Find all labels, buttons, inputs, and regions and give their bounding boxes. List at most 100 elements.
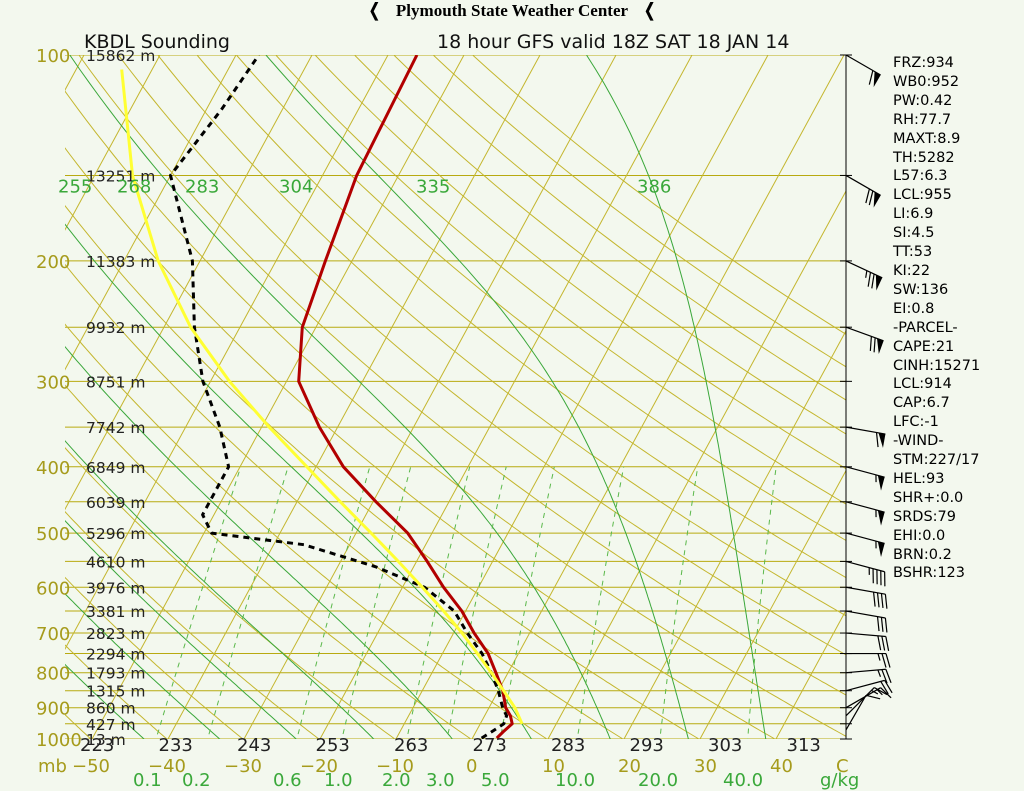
height-label: 4610 m — [86, 553, 145, 571]
moist-adiabat-line — [69, 55, 611, 739]
pressure-tick-label: 300 — [36, 372, 70, 393]
index-line: SW:136 — [893, 281, 949, 298]
chart-frame — [840, 54, 852, 740]
isotherm-line — [65, 55, 313, 511]
height-label: 9932 m — [86, 319, 145, 337]
pressure-tick-label: 400 — [36, 458, 70, 479]
dry-adiabat-line — [432, 55, 846, 368]
theta-label: 283 — [551, 735, 585, 756]
height-label: 860 m — [86, 700, 136, 718]
theta-label: 293 — [630, 735, 664, 756]
index-line: RH:77.7 — [893, 111, 952, 128]
index-line: EHI:0.0 — [893, 527, 946, 544]
dry-adiabat-line — [65, 447, 396, 739]
temperature-tick-label: −10 — [376, 756, 414, 777]
isobar-lines — [65, 55, 846, 739]
wind-barb — [845, 694, 881, 731]
parcel-trace — [120, 69, 524, 725]
index-line: TH:5282 — [893, 149, 955, 166]
wind-barb — [845, 668, 892, 684]
theta-label: 223 — [80, 735, 114, 756]
isotherm-line — [775, 609, 846, 739]
isotherm-line — [167, 55, 541, 739]
theta-e-label: 335 — [416, 176, 450, 197]
theta-e-label: 304 — [279, 176, 313, 197]
wind-barbs — [845, 54, 893, 731]
index-line: LFC:-1 — [893, 414, 939, 431]
height-label: 3976 m — [86, 579, 145, 597]
index-line: WB0:952 — [893, 73, 960, 90]
height-label: 13251 m — [86, 167, 155, 185]
wind-barb — [845, 560, 886, 587]
wind-barb — [845, 260, 883, 291]
org-title: Plymouth State Weather Center — [395, 1, 629, 20]
theta-e-label: 386 — [637, 176, 671, 197]
mixing-ratio-label: 0.6 — [273, 770, 302, 791]
mixing-ratio-line — [406, 466, 471, 739]
wind-barb — [845, 586, 888, 609]
chart-title: KBDL Sounding — [84, 31, 230, 53]
mixing-ratio-lines — [155, 466, 777, 739]
dry-adiabat-line — [353, 55, 846, 435]
theta-label: 253 — [316, 735, 350, 756]
dry-adiabat-line — [196, 55, 846, 579]
index-line: -WIND- — [893, 433, 944, 450]
temperature-tick-label: 10 — [542, 756, 565, 777]
dry-adiabat-line — [65, 510, 320, 739]
theta-e-label: 283 — [185, 176, 219, 197]
height-label: 7742 m — [86, 419, 145, 437]
y-axis-label: mb — [38, 756, 67, 777]
wind-barb — [846, 652, 891, 668]
mixing-ratio-line — [659, 466, 699, 739]
wind-barb — [845, 501, 885, 526]
temperature-tick-label: −40 — [148, 756, 186, 777]
height-label: 427 m — [86, 716, 136, 734]
pressure-tick-label: 1000 — [36, 730, 82, 751]
mixing-ratio-label: 10.0 — [555, 770, 595, 791]
temperature-tick-label: 20 — [618, 756, 641, 777]
height-label: 5296 m — [86, 525, 145, 543]
index-line: EI:0.8 — [893, 300, 935, 317]
mixing-ratio-label: 40.0 — [723, 770, 763, 791]
index-line: TT:53 — [893, 244, 933, 261]
height-label: 3381 m — [86, 603, 145, 621]
index-line: SI:4.5 — [893, 225, 935, 242]
isotherm-line — [471, 55, 845, 739]
index-line: -PARCEL- — [893, 319, 958, 336]
pressure-tick-label: 100 — [36, 46, 70, 67]
theta-e-label: 255 — [58, 176, 92, 197]
dry-adiabat-line — [65, 644, 168, 739]
index-line: KI:22 — [893, 262, 931, 279]
dry-adiabat-line — [0, 40, 30, 754]
mixing-ratio-unit: g/kg — [820, 770, 859, 791]
mixing-ratio-label: 2.0 — [382, 770, 411, 791]
dry-adiabat-line — [471, 55, 846, 335]
height-label: 8751 m — [86, 373, 145, 391]
height-label: 2294 m — [86, 646, 145, 664]
wind-barb — [845, 632, 890, 651]
isotherm-lines — [65, 55, 846, 739]
dry-adiabat-line — [157, 55, 846, 617]
pressure-tick-label: 200 — [36, 252, 70, 273]
chart-subtitle: 18 hour GFS valid 18Z SAT 18 JAN 14 — [437, 31, 790, 53]
isotherm-line — [395, 55, 769, 739]
index-line: MAXT:8.9 — [893, 130, 961, 147]
temperature-trace — [297, 55, 514, 739]
isotherm-line — [65, 55, 389, 650]
mixing-ratio-label: 0.2 — [182, 770, 211, 791]
dry-adiabat-line — [65, 323, 548, 739]
index-line: BSHR:123 — [893, 565, 965, 582]
mixing-ratio-line — [747, 466, 777, 739]
mixing-ratio-label: 5.0 — [481, 770, 510, 791]
theta-label: 313 — [787, 735, 821, 756]
index-line: CAPE:21 — [893, 338, 955, 355]
mixing-ratio-line — [341, 466, 412, 739]
moist-adiabat-line — [65, 520, 297, 739]
index-line: HEL:93 — [893, 470, 945, 487]
theta-label: 233 — [159, 735, 193, 756]
temperature-tick-label: 40 — [770, 756, 793, 777]
isotherm-line — [319, 55, 693, 739]
moist-adiabat-line — [65, 345, 453, 739]
